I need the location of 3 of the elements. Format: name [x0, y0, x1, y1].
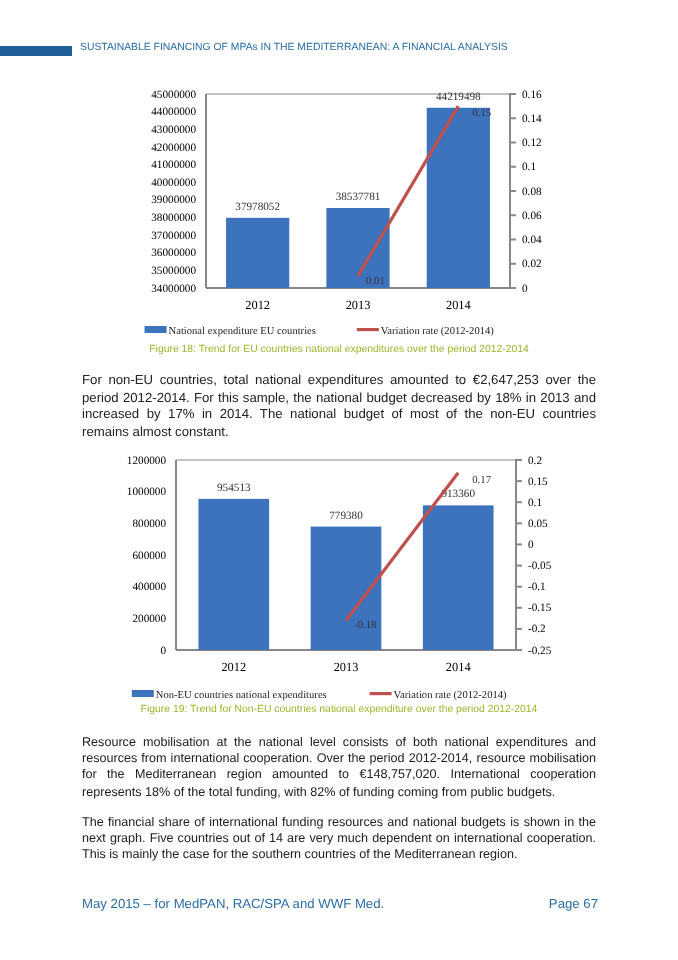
- bar: [310, 526, 382, 650]
- bar: [198, 498, 270, 650]
- bar: [422, 505, 494, 650]
